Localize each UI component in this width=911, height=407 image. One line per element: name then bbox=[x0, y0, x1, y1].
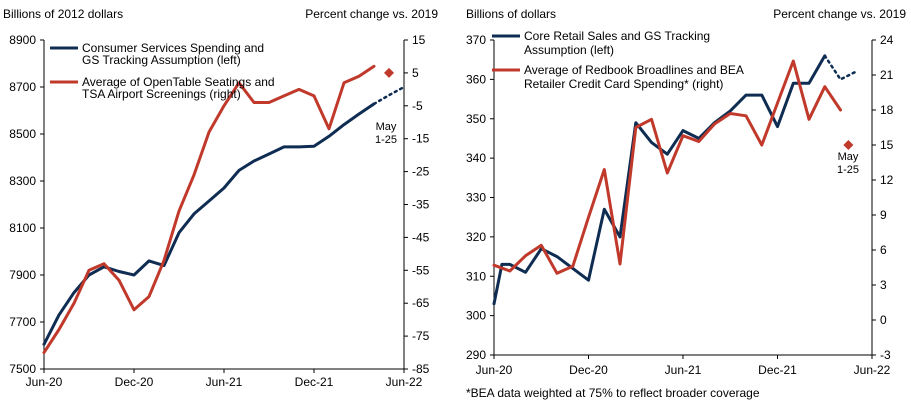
chart0-right-header: Percent change vs. 2019 bbox=[305, 7, 438, 21]
chart0-marker-diamond bbox=[384, 67, 394, 78]
chart1-left-tick-label: 320 bbox=[466, 230, 486, 244]
chart0-series-1-dotted-line bbox=[372, 85, 406, 106]
chart0-left-tick-label: 8900 bbox=[9, 33, 36, 47]
chart1-left-tick-label: 370 bbox=[466, 33, 486, 47]
chart0-left-tick-label: 8500 bbox=[9, 127, 36, 141]
chart1-left-header: Billions of dollars bbox=[466, 7, 556, 21]
chart1-x-tick-label: Jun-21 bbox=[665, 363, 702, 377]
chart1-legend-label: Average of Redbook Broadlines and BEA bbox=[524, 63, 744, 77]
chart0-series-0-line bbox=[42, 102, 376, 346]
chart0-x-tick-label: Dec-21 bbox=[295, 375, 334, 389]
chart1-x-tick-label: Jun-22 bbox=[854, 363, 891, 377]
chart0-left-header: Billions of 2012 dollars bbox=[3, 7, 123, 21]
chart0-left-tick-label: 8700 bbox=[9, 80, 36, 94]
chart1-left-tick-label: 340 bbox=[466, 151, 486, 165]
chart1-right-tick-label: 9 bbox=[880, 208, 887, 222]
chart0-legend-label: GS Tracking Assumption (left) bbox=[82, 53, 241, 67]
chart0-left-tick-label: 7900 bbox=[9, 268, 36, 282]
chart1-right-tick-label: 0 bbox=[880, 313, 887, 327]
chart1-x-tick-label: Jun-20 bbox=[476, 363, 513, 377]
chart0-legend-label: Average of OpenTable Seatings and bbox=[82, 75, 275, 89]
chart1-series-0-line bbox=[492, 54, 827, 306]
chart1-x-tick-label: Dec-21 bbox=[758, 363, 797, 377]
chart1-left-tick-label: 360 bbox=[466, 72, 486, 86]
chart0-marker-label: May bbox=[376, 121, 397, 133]
chart1-right-header: Percent change vs. 2019 bbox=[773, 7, 906, 21]
chart0-left-tick-label: 7500 bbox=[9, 362, 36, 376]
chart1-right-tick-label: 3 bbox=[880, 278, 887, 292]
chart0-right-tick-label: -5 bbox=[412, 99, 423, 113]
chart0-right-tick-label: -15 bbox=[412, 132, 430, 146]
chart1-legend-label: Core Retail Sales and GS Tracking bbox=[524, 29, 710, 43]
chart0-x-tick-label: Dec-20 bbox=[115, 375, 154, 389]
chart1-right-tick-label: -3 bbox=[880, 348, 891, 362]
chart1-series-1-dotted-line bbox=[823, 54, 858, 81]
chart0-right-tick-label: -75 bbox=[412, 329, 430, 343]
chart1-left-tick-label: 350 bbox=[466, 112, 486, 126]
chart1-right-tick-label: 15 bbox=[880, 138, 894, 152]
chart0-x-tick-label: Jun-20 bbox=[26, 375, 63, 389]
chart1-left-tick-label: 290 bbox=[466, 348, 486, 362]
chart0-right-tick-label: 5 bbox=[412, 66, 419, 80]
chart1-left-tick-label: 330 bbox=[466, 191, 486, 205]
chart0-series-2-line bbox=[42, 64, 376, 355]
chart0-right-tick-label: -25 bbox=[412, 165, 430, 179]
chart1-legend-label: Retailer Credit Card Spending* (right) bbox=[524, 77, 723, 91]
chart1-marker-label: 1-25 bbox=[837, 164, 859, 176]
chart1-left-tick-label: 310 bbox=[466, 269, 486, 283]
chart0-right-tick-label: -45 bbox=[412, 230, 430, 244]
chart1-legend-label: Assumption (left) bbox=[524, 43, 614, 57]
chart0-right-tick-label: 15 bbox=[412, 33, 426, 47]
chart0-x-tick-label: Jun-22 bbox=[386, 375, 423, 389]
chart1-right-tick-label: 6 bbox=[880, 243, 887, 257]
chart1-series-2-line bbox=[492, 59, 842, 275]
chart0-legend-label: TSA Airport Screenings (right) bbox=[82, 87, 241, 101]
chart0-left-tick-label: 7700 bbox=[9, 315, 36, 329]
chart0-marker-label: 1-25 bbox=[375, 134, 397, 146]
chart1-x-tick-label: Dec-20 bbox=[569, 363, 608, 377]
chart1-marker-diamond bbox=[843, 140, 854, 150]
chart0-right-tick-label: -55 bbox=[412, 263, 430, 277]
chart1-footnote: *BEA data weighted at 75% to reflect bro… bbox=[466, 386, 760, 400]
chart1-right-tick-label: 18 bbox=[880, 103, 894, 117]
chart0-right-tick-label: -35 bbox=[412, 198, 430, 212]
chart1-right-tick-label: 12 bbox=[880, 173, 894, 187]
chart0-x-tick-label: Jun-21 bbox=[206, 375, 243, 389]
chart0-left-tick-label: 8100 bbox=[9, 221, 36, 235]
chart0-left-tick-label: 8300 bbox=[9, 174, 36, 188]
chart0-right-tick-label: -85 bbox=[412, 362, 430, 376]
chart1-left-tick-label: 300 bbox=[466, 309, 486, 323]
chart0-legend-label: Consumer Services Spending and bbox=[82, 41, 264, 55]
chart0-right-tick-label: -65 bbox=[412, 296, 430, 310]
chart1-right-tick-label: 21 bbox=[880, 68, 894, 82]
chart1-marker-label: May bbox=[838, 151, 859, 163]
chart1-right-tick-label: 24 bbox=[880, 33, 894, 47]
